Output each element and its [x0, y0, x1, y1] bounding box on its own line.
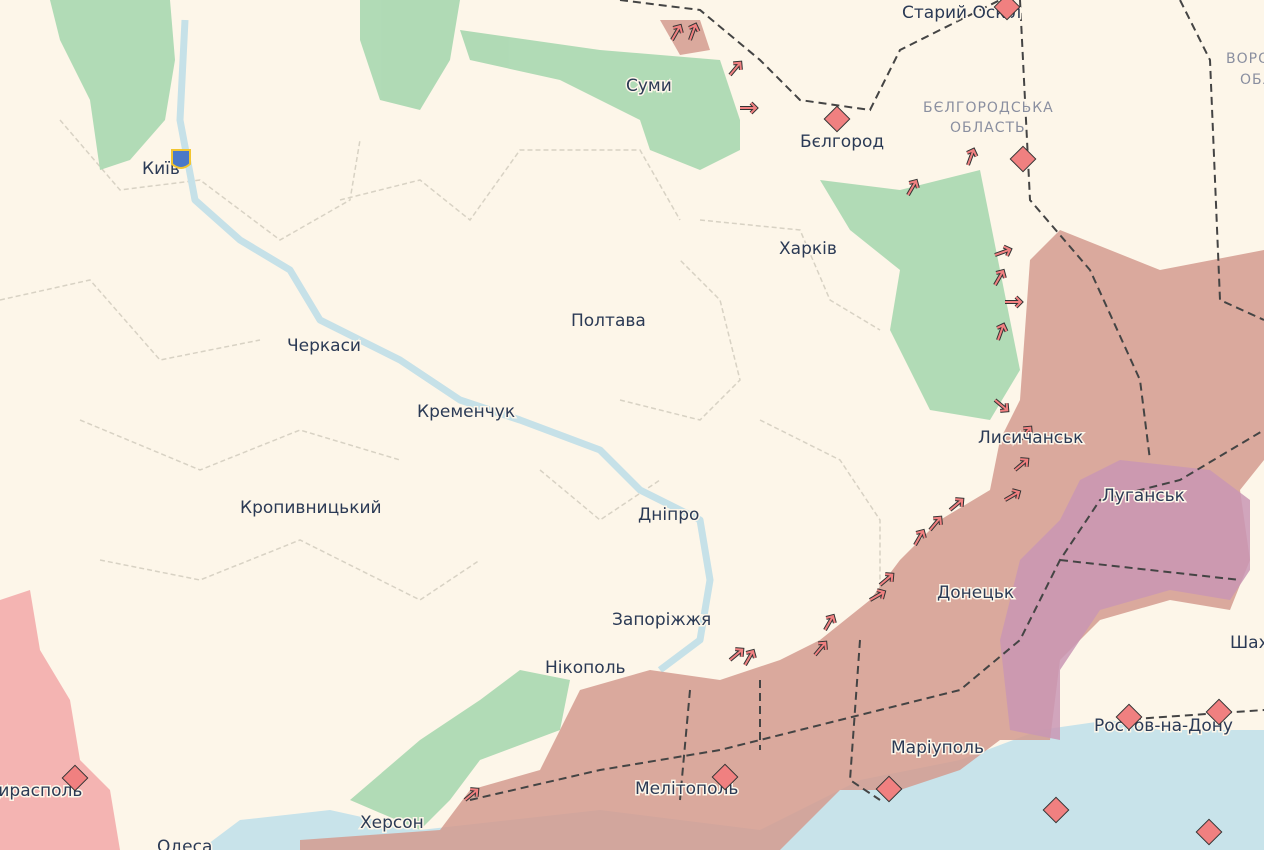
- city-label: Черкаси: [287, 336, 361, 356]
- railways: [469, 0, 1264, 801]
- arrow: [1019, 426, 1032, 441]
- arrow: [1005, 296, 1023, 308]
- city-label: Дніпро: [638, 505, 699, 525]
- region-label: ОБЛАСТЬ: [1240, 72, 1264, 88]
- city-label: Мелітополь: [635, 779, 738, 799]
- arrow: [671, 24, 683, 41]
- city-label: Кременчук: [417, 402, 515, 422]
- liberated-areas: [50, 0, 1020, 830]
- city-label: Маріуполь: [891, 738, 984, 758]
- city-label: Нікополь: [545, 658, 626, 678]
- city-label: Тирасполь: [0, 781, 82, 801]
- arrow: [996, 323, 1008, 341]
- arrow: [740, 102, 758, 114]
- region-label: ВОРОНЕЗЬКА: [1226, 51, 1264, 67]
- arrow: [929, 516, 942, 531]
- arrow: [907, 179, 919, 196]
- arrow: [879, 573, 894, 586]
- region-label: БЄЛГОРОДСЬКА: [923, 100, 1054, 116]
- city-label: Лисичанськ: [978, 428, 1083, 448]
- city-label: Запоріжжя: [612, 610, 711, 630]
- arrow: [914, 529, 926, 546]
- city-label: Суми: [626, 76, 672, 96]
- arrow: [729, 648, 744, 661]
- arrow: [1014, 458, 1029, 471]
- arrow: [869, 589, 886, 601]
- region-label: ОБЛАСТЬ: [950, 120, 1026, 136]
- arrow: [464, 788, 479, 801]
- city-label: Ростов-на-Дону: [1094, 716, 1233, 736]
- arrow: [814, 641, 827, 656]
- strike-markers: [61, 0, 1233, 846]
- city-label: Кропивницький: [240, 498, 382, 518]
- city-label: Бєлгород: [800, 132, 884, 152]
- arrow: [729, 61, 742, 76]
- city-label: Херсон: [360, 813, 424, 833]
- arrow: [994, 269, 1006, 286]
- frontline-arrows: [463, 22, 1033, 802]
- arrow: [824, 614, 836, 631]
- city-label: Полтава: [571, 311, 646, 331]
- city-label: Харків: [779, 239, 837, 259]
- region-borders: [0, 119, 881, 601]
- arrow: [744, 649, 756, 666]
- city-label: Донецьк: [937, 583, 1014, 603]
- river-dnipro: [176, 19, 714, 673]
- city-label: Одеса: [157, 837, 212, 850]
- city-label: Старий Оскіл: [902, 3, 1021, 23]
- arrow: [994, 245, 1012, 257]
- kyiv-emblem: [171, 149, 191, 169]
- city-label: Шахти: [1230, 633, 1264, 653]
- city-label: Луганськ: [1102, 486, 1185, 506]
- arrow: [949, 498, 964, 511]
- arrow: [994, 399, 1009, 412]
- arrow: [966, 148, 978, 166]
- arrow: [688, 23, 700, 41]
- occupied-2014-area: [1000, 460, 1250, 740]
- sea: [200, 720, 1264, 850]
- arrow: [1004, 489, 1021, 501]
